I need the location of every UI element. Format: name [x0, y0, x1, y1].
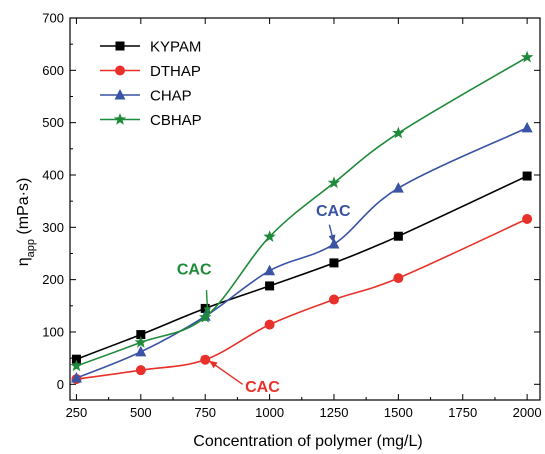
data-point-chap — [328, 238, 340, 249]
y-tick-label: 700 — [42, 11, 64, 26]
y-axis-title-sub: app — [25, 239, 37, 257]
x-tick-label: 2000 — [513, 405, 542, 420]
y-axis-title: ηapp (mPa·s) — [15, 178, 37, 267]
cac-annotation: CAC — [316, 203, 351, 244]
annotation-arrowhead — [209, 360, 218, 369]
legend: KYPAM DTHAP CHAP CBHAP — [100, 39, 202, 129]
legend-marker-kypam — [115, 41, 125, 51]
legend-item-dthap: DTHAP — [100, 63, 201, 80]
annotation-label: CAC — [245, 379, 280, 396]
legend-label-cbhap: CBHAP — [150, 112, 202, 129]
series-dthap — [71, 213, 533, 385]
legend-marker-dthap — [115, 65, 125, 76]
data-point-cbhap — [199, 310, 212, 323]
y-tick-label: 300 — [42, 220, 64, 235]
series-cbhap — [70, 50, 534, 372]
y-tick-label: 500 — [42, 115, 64, 130]
data-point-kypam — [71, 354, 81, 364]
legend-item-cbhap: CBHAP — [100, 112, 202, 129]
annotation-label: CAC — [316, 203, 351, 220]
x-tick-label: 1000 — [255, 405, 284, 420]
annotation-label: CAC — [177, 261, 212, 278]
legend-marker-chap — [114, 89, 126, 100]
data-point-cbhap — [520, 50, 534, 63]
legend-item-chap: CHAP — [100, 88, 192, 105]
legend-label-chap: CHAP — [150, 88, 192, 105]
data-point-chap — [264, 264, 276, 276]
data-point-chap — [135, 345, 147, 357]
data-point-chap — [392, 182, 404, 193]
data-point-kypam — [522, 171, 532, 181]
data-point-dthap — [135, 365, 146, 376]
x-tick-label: 1750 — [448, 405, 477, 420]
data-point-cbhap — [327, 176, 341, 189]
data-point-dthap — [200, 354, 211, 365]
cac-annotation: CAC — [208, 360, 280, 396]
legend-label-kypam: KYPAM — [150, 39, 201, 56]
y-tick-label: 600 — [42, 63, 64, 78]
series-kypam — [71, 171, 532, 364]
x-tick-label: 250 — [66, 405, 88, 420]
data-point-cbhap — [70, 359, 83, 372]
y-tick-label: 400 — [42, 167, 64, 182]
plot-frame — [69, 17, 541, 401]
y-tick-label: 0 — [57, 377, 64, 392]
data-point-kypam — [329, 258, 339, 268]
data-point-kypam — [136, 330, 146, 340]
data-point-chap — [521, 121, 533, 133]
cac-annotation: CAC — [177, 261, 212, 316]
data-point-kypam — [393, 231, 403, 241]
y-axis-title-main: η — [15, 257, 32, 266]
data-point-chap — [70, 372, 82, 383]
x-axis-title: Concentration of polymer (mg/L) — [193, 433, 422, 450]
x-tick-label: 1250 — [320, 405, 349, 420]
data-point-cbhap — [263, 230, 276, 242]
series-line-cbhap — [76, 56, 528, 367]
annotation-arrowhead — [328, 234, 336, 243]
data-point-dthap — [393, 273, 404, 284]
legend-item-kypam: KYPAM — [100, 39, 201, 56]
x-tick-label: 500 — [130, 405, 152, 420]
x-tick-label: 1500 — [384, 405, 413, 420]
y-axis-title-unit: (mPa·s) — [15, 178, 32, 239]
x-tick-label: 750 — [194, 405, 216, 420]
y-tick-label: 100 — [42, 324, 64, 339]
data-point-kypam — [265, 281, 275, 291]
legend-label-dthap: DTHAP — [150, 63, 201, 80]
data-point-dthap — [264, 319, 275, 330]
data-point-dthap — [522, 213, 533, 224]
data-point-cbhap — [134, 335, 147, 348]
y-tick-label: 200 — [42, 272, 64, 287]
legend-marker-cbhap — [113, 113, 127, 125]
data-point-cbhap — [392, 126, 405, 139]
data-point-dthap — [328, 294, 339, 305]
series-chap — [70, 121, 533, 383]
annotation-arrowhead — [203, 307, 211, 316]
